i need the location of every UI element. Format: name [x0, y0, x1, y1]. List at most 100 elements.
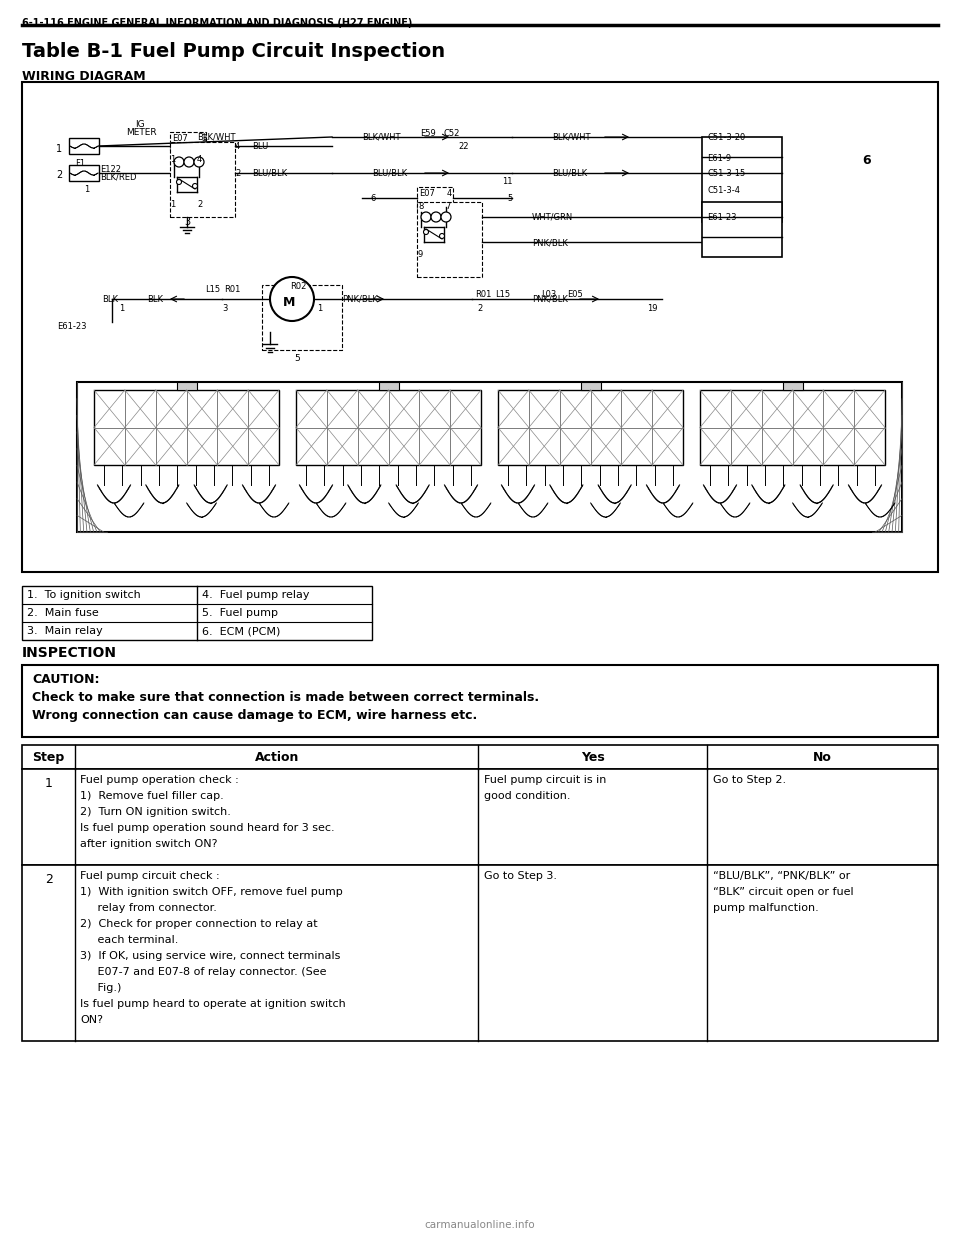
Text: L15: L15: [205, 285, 220, 294]
Bar: [262, 285, 342, 350]
Text: Check to make sure that connection is made between correct terminals.: Check to make sure that connection is ma…: [32, 692, 540, 704]
Text: E61-9: E61-9: [707, 154, 732, 163]
Text: 6: 6: [862, 154, 871, 167]
Text: 9: 9: [418, 249, 423, 259]
Text: No: No: [813, 751, 832, 764]
Text: Fuel pump circuit check :: Fuel pump circuit check :: [80, 871, 220, 881]
Text: L15: L15: [495, 290, 510, 299]
Bar: [22, 769, 938, 864]
Text: CAUTION:: CAUTION:: [32, 673, 100, 685]
Text: 6: 6: [370, 194, 375, 203]
Text: 3.  Main relay: 3. Main relay: [27, 626, 103, 636]
Text: 1: 1: [56, 144, 62, 154]
Text: “BLK” circuit open or fuel: “BLK” circuit open or fuel: [713, 887, 853, 897]
Text: Go to Step 3.: Go to Step 3.: [484, 871, 557, 881]
Bar: [170, 142, 235, 217]
Bar: [177, 382, 197, 390]
Text: BLK/WHT: BLK/WHT: [197, 133, 235, 142]
Bar: [378, 382, 398, 390]
Text: 19: 19: [647, 304, 658, 312]
Text: 2: 2: [197, 200, 203, 209]
Text: PNK/BLK: PNK/BLK: [532, 238, 568, 247]
Text: Go to Step 2.: Go to Step 2.: [713, 776, 786, 785]
Text: 1: 1: [170, 200, 176, 209]
Text: after ignition switch ON?: after ignition switch ON?: [80, 839, 218, 848]
Text: BLK: BLK: [102, 295, 118, 304]
Text: E07-7 and E07-8 of relay connector. (See: E07-7 and E07-8 of relay connector. (See: [80, 967, 326, 977]
Text: F1: F1: [75, 159, 85, 168]
Text: 6.  ECM (PCM): 6. ECM (PCM): [202, 626, 280, 636]
Text: 4: 4: [197, 156, 203, 164]
Text: 2: 2: [56, 170, 62, 180]
Text: Fig.): Fig.): [80, 983, 122, 993]
Text: BLU/BLK: BLU/BLK: [552, 169, 588, 178]
Text: 7: 7: [445, 203, 450, 211]
Circle shape: [423, 230, 428, 235]
Text: Table B-1 Fuel Pump Circuit Inspection: Table B-1 Fuel Pump Circuit Inspection: [22, 42, 445, 61]
Text: BLU/BLK: BLU/BLK: [252, 169, 287, 178]
Circle shape: [193, 184, 198, 189]
Text: E61-23: E61-23: [707, 212, 736, 222]
Text: 2: 2: [235, 169, 240, 178]
Text: 5.  Fuel pump: 5. Fuel pump: [202, 608, 278, 618]
Text: 1: 1: [317, 304, 323, 312]
Text: BLK/RED: BLK/RED: [100, 173, 136, 182]
Text: C52: C52: [444, 128, 461, 138]
Text: pump malfunction.: pump malfunction.: [713, 903, 819, 913]
Text: E122: E122: [100, 165, 121, 174]
Text: carmanualonline.info: carmanualonline.info: [424, 1220, 536, 1230]
Bar: [782, 382, 803, 390]
Text: 4: 4: [447, 189, 452, 198]
Text: C51-3-20: C51-3-20: [707, 133, 745, 142]
Text: C51-3-4: C51-3-4: [707, 186, 740, 195]
Bar: [581, 382, 601, 390]
Text: Fuel pump operation check :: Fuel pump operation check :: [80, 776, 239, 785]
Text: 11: 11: [502, 177, 513, 186]
Text: E61-23: E61-23: [57, 322, 86, 331]
Bar: [702, 137, 782, 222]
Bar: [22, 664, 938, 737]
Text: 3: 3: [222, 304, 228, 312]
Text: METER: METER: [126, 128, 156, 137]
Text: 1: 1: [84, 185, 89, 194]
Bar: [498, 390, 683, 466]
Text: Yes: Yes: [581, 751, 605, 764]
Text: 6-1-116 ENGINE GENERAL INFORMATION AND DIAGNOSIS (H27 ENGINE): 6-1-116 ENGINE GENERAL INFORMATION AND D…: [22, 19, 413, 28]
Circle shape: [431, 212, 441, 222]
Text: BLK/WHT: BLK/WHT: [552, 133, 590, 142]
Bar: [22, 745, 938, 769]
Text: E07: E07: [172, 135, 188, 143]
Circle shape: [440, 233, 444, 238]
Text: BLK: BLK: [147, 295, 163, 304]
Text: 5: 5: [294, 354, 300, 363]
Text: Step: Step: [33, 751, 64, 764]
Text: BLK/WHT: BLK/WHT: [362, 133, 400, 142]
Text: E07: E07: [419, 189, 435, 198]
Text: 22: 22: [458, 142, 468, 151]
Text: 1)  With ignition switch OFF, remove fuel pump: 1) With ignition switch OFF, remove fuel…: [80, 887, 343, 897]
Text: R01: R01: [224, 285, 240, 294]
Text: 4.  Fuel pump relay: 4. Fuel pump relay: [202, 590, 309, 600]
Text: 5: 5: [507, 194, 513, 203]
Bar: [22, 864, 938, 1041]
Text: 3: 3: [201, 135, 206, 143]
Text: 2)  Check for proper connection to relay at: 2) Check for proper connection to relay …: [80, 919, 318, 929]
Text: E59: E59: [420, 128, 436, 138]
Bar: [22, 585, 372, 640]
Text: 1)  Remove fuel filler cap.: 1) Remove fuel filler cap.: [80, 790, 224, 802]
Text: 2: 2: [477, 304, 482, 312]
Text: 1: 1: [119, 304, 124, 312]
Circle shape: [421, 212, 431, 222]
Text: 3: 3: [184, 217, 190, 227]
Text: R02: R02: [290, 282, 306, 291]
Text: 1.  To ignition switch: 1. To ignition switch: [27, 590, 141, 600]
Text: C51-3-15: C51-3-15: [707, 169, 745, 178]
Bar: [69, 165, 99, 182]
Text: 2: 2: [44, 873, 53, 885]
Circle shape: [184, 157, 194, 167]
Bar: [417, 203, 482, 277]
Bar: [417, 186, 453, 209]
Text: BLU: BLU: [252, 142, 268, 151]
Text: IG: IG: [135, 120, 145, 128]
Text: relay from connector.: relay from connector.: [80, 903, 217, 913]
